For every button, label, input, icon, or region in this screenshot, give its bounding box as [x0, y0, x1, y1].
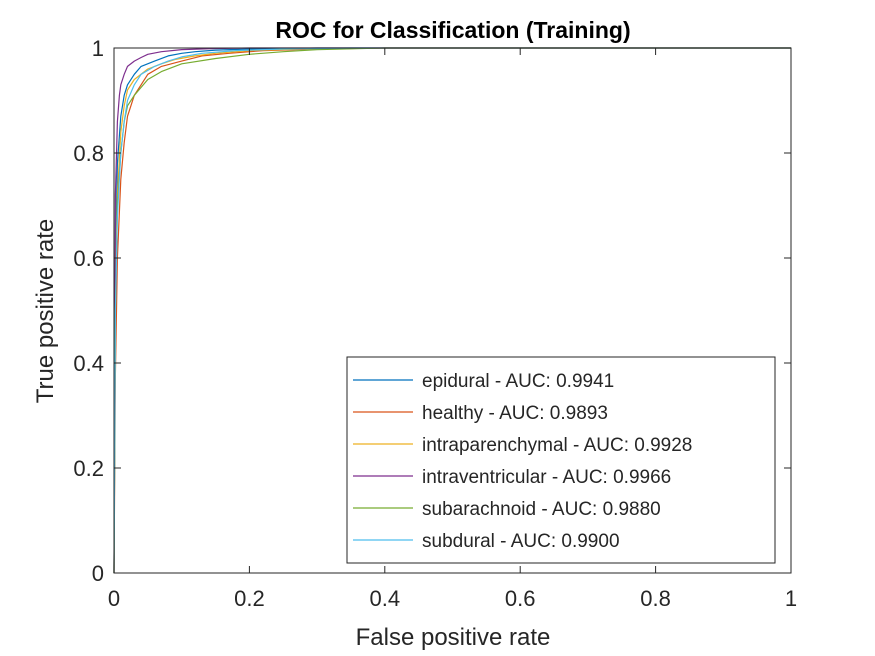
x-axis-label: False positive rate	[356, 624, 551, 651]
series-line-0	[113, 47, 791, 574]
x-tick-label: 0.6	[505, 586, 536, 611]
chart-title: ROC for Classification (Training)	[275, 17, 630, 43]
legend-label-3: intraventricular - AUC: 0.9966	[422, 467, 671, 488]
legend-box	[346, 356, 776, 564]
legend-label-1: healthy - AUC: 0.9893	[422, 403, 608, 424]
x-tick-label: 0.2	[234, 586, 265, 611]
y-tick-label: 1	[92, 36, 104, 61]
x-tick-label: 0.8	[640, 586, 671, 611]
legend-label-0: epidural - AUC: 0.9941	[422, 371, 614, 392]
y-tick-label: 0	[92, 561, 104, 586]
series-line-5	[113, 47, 791, 574]
y-tick-label: 0.6	[73, 246, 104, 271]
axes-box	[113, 47, 792, 574]
series-line-3	[113, 47, 791, 574]
y-axis-label: True positive rate	[32, 219, 59, 404]
y-tick-label: 0.4	[73, 351, 104, 376]
plot-area: 0 0.2 0.4 0.6 0.8 1 0 0.2 0.4 0.6 0.8 1 epidural - A…	[73, 36, 797, 611]
y-tick-label: 0.8	[73, 141, 104, 166]
x-tick-label: 1	[785, 586, 797, 611]
y-tick-label: 0.2	[73, 456, 104, 481]
x-tick-label: 0	[108, 586, 120, 611]
x-tick-label: 0.4	[370, 586, 401, 611]
legend-label-4: subarachnoid - AUC: 0.9880	[422, 499, 661, 520]
legend-label-5: subdural - AUC: 0.9900	[422, 531, 620, 552]
legend-label-2: intraparenchymal - AUC: 0.9928	[422, 435, 692, 456]
